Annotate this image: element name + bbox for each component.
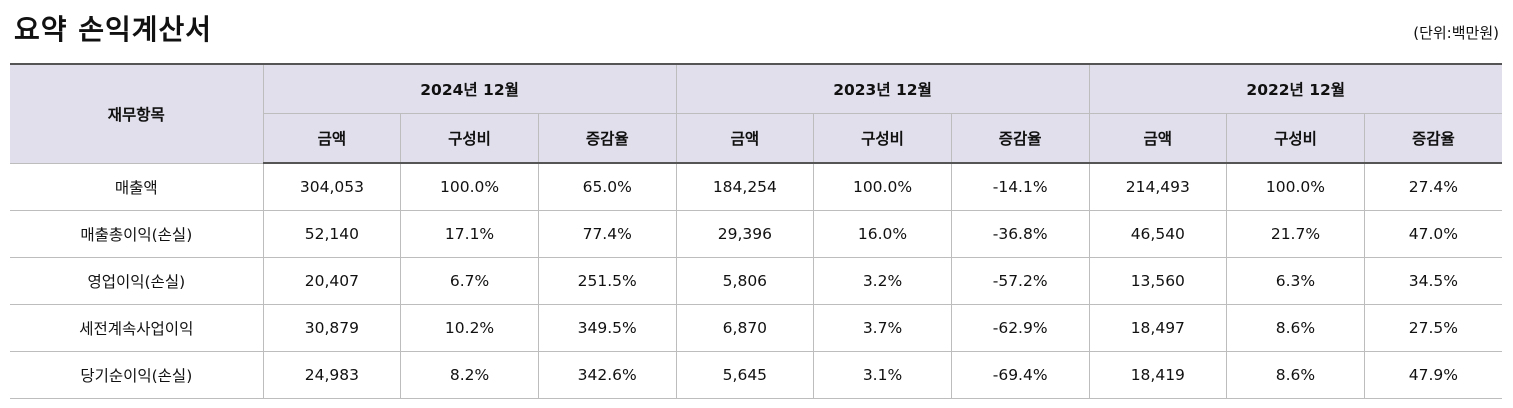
column-header-amount: 금액 <box>1088 113 1228 164</box>
cell-value: 21.7% <box>1226 210 1365 258</box>
cell-value: 29,396 <box>675 210 815 258</box>
table-row: 영업이익(손실) 20,407 6.7% 251.5% 5,806 3.2% -… <box>10 257 1502 305</box>
item-header: 재무항목 <box>10 63 264 164</box>
cell-value: 349.5% <box>537 304 677 352</box>
cell-value: 5,645 <box>675 351 815 399</box>
cell-value: 17.1% <box>400 210 539 258</box>
cell-value: 18,419 <box>1088 351 1228 399</box>
cell-value: 6,870 <box>675 304 815 352</box>
column-header-amount: 금액 <box>263 113 402 164</box>
cell-value: -57.2% <box>950 257 1090 305</box>
period-header-2024: 2024년 12월 <box>262 63 677 114</box>
cell-value: 65.0% <box>537 162 677 211</box>
cell-value: -14.1% <box>950 162 1090 211</box>
page-title: 요약 손익계산서 <box>14 13 213 46</box>
cell-value: 47.0% <box>1363 210 1502 258</box>
cell-value: 251.5% <box>537 257 677 305</box>
column-header-growth: 증감율 <box>1363 113 1502 164</box>
table-row: 매출총이익(손실) 52,140 17.1% 77.4% 29,396 16.0… <box>10 210 1502 258</box>
cell-value: 100.0% <box>400 162 539 211</box>
cell-value: 3.2% <box>813 257 952 305</box>
cell-value: 5,806 <box>675 257 815 305</box>
cell-value: 6.3% <box>1226 257 1365 305</box>
column-header-growth: 증감율 <box>950 113 1090 164</box>
cell-value: 100.0% <box>813 162 952 211</box>
row-label: 영업이익(손실) <box>10 257 264 305</box>
column-header-ratio: 구성비 <box>400 113 539 164</box>
row-label: 매출총이익(손실) <box>10 210 264 258</box>
cell-value: 10.2% <box>400 304 539 352</box>
cell-value: 52,140 <box>262 210 402 258</box>
cell-value: -62.9% <box>950 304 1090 352</box>
period-header-2022: 2022년 12월 <box>1088 63 1502 114</box>
table-body: 매출액 304,053 100.0% 65.0% 184,254 100.0% … <box>10 162 1502 399</box>
cell-value: 27.5% <box>1363 304 1502 352</box>
cell-value: 47.9% <box>1363 351 1502 399</box>
cell-value: -69.4% <box>950 351 1090 399</box>
income-statement-table: 재무항목 2024년 12월 2023년 12월 2022년 12월 금액 구성… <box>10 63 1502 399</box>
row-label: 매출액 <box>10 162 264 211</box>
table-row: 세전계속사업이익 30,879 10.2% 349.5% 6,870 3.7% … <box>10 304 1502 352</box>
column-header-ratio: 구성비 <box>1226 113 1365 164</box>
cell-value: 27.4% <box>1363 162 1502 211</box>
column-header-growth: 증감율 <box>537 113 677 164</box>
cell-value: 24,983 <box>262 351 402 399</box>
cell-value: 304,053 <box>262 162 402 211</box>
column-header-ratio: 구성비 <box>813 113 952 164</box>
cell-value: 184,254 <box>675 162 815 211</box>
cell-value: 46,540 <box>1088 210 1228 258</box>
cell-value: 100.0% <box>1226 162 1365 211</box>
header-row-columns: 금액 구성비 증감율 금액 구성비 증감율 금액 구성비 증감율 <box>10 113 1502 164</box>
row-label: 당기순이익(손실) <box>10 351 264 399</box>
cell-value: 77.4% <box>537 210 677 258</box>
cell-value: 3.7% <box>813 304 952 352</box>
table-row: 매출액 304,053 100.0% 65.0% 184,254 100.0% … <box>10 162 1502 211</box>
cell-value: 16.0% <box>813 210 952 258</box>
cell-value: 8.2% <box>400 351 539 399</box>
cell-value: 13,560 <box>1088 257 1228 305</box>
header-row-periods: 재무항목 2024년 12월 2023년 12월 2022년 12월 <box>10 63 1502 164</box>
cell-value: 34.5% <box>1363 257 1502 305</box>
cell-value: 8.6% <box>1226 304 1365 352</box>
cell-value: 20,407 <box>262 257 402 305</box>
cell-value: 30,879 <box>262 304 402 352</box>
cell-value: 6.7% <box>400 257 539 305</box>
table-row: 당기순이익(손실) 24,983 8.2% 342.6% 5,645 3.1% … <box>10 351 1502 399</box>
cell-value: 18,497 <box>1088 304 1228 352</box>
column-header-amount: 금액 <box>675 113 815 164</box>
cell-value: 214,493 <box>1088 162 1228 211</box>
unit-label: (단위:백만원) <box>1413 24 1499 42</box>
cell-value: -36.8% <box>950 210 1090 258</box>
period-header-2023: 2023년 12월 <box>675 63 1090 114</box>
cell-value: 3.1% <box>813 351 952 399</box>
cell-value: 342.6% <box>537 351 677 399</box>
cell-value: 8.6% <box>1226 351 1365 399</box>
row-label: 세전계속사업이익 <box>10 304 264 352</box>
